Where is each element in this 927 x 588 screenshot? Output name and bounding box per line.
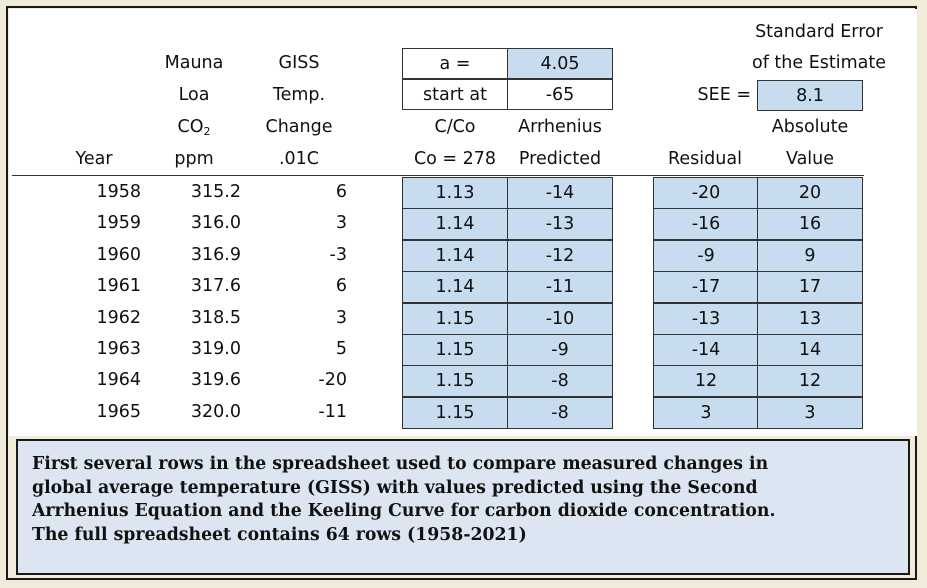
cell-absolute: 17 bbox=[757, 271, 863, 304]
header-cco-2: Co = 278 bbox=[413, 149, 497, 169]
cell-residual: -20 bbox=[653, 177, 759, 209]
header-co2-subscript: 2 bbox=[203, 125, 211, 138]
cell-residual: -16 bbox=[653, 208, 759, 241]
cell-residual: -17 bbox=[653, 271, 759, 304]
cell-cco: 1.15 bbox=[402, 365, 508, 398]
cell-year: 1963 bbox=[96, 339, 141, 359]
cell-residual: -9 bbox=[653, 239, 759, 272]
cell-giss: -3 bbox=[329, 244, 347, 265]
header-rule bbox=[12, 175, 864, 176]
cell-cco: 1.14 bbox=[402, 239, 508, 272]
cell-absolute: 3 bbox=[757, 396, 863, 429]
caption-line-4: The full spreadsheet contains 64 rows (1… bbox=[32, 524, 527, 545]
cell-predicted: -12 bbox=[507, 239, 613, 272]
cell-co2: 316.9 bbox=[190, 244, 241, 265]
cell-cco: 1.15 bbox=[402, 334, 508, 366]
param-start-label: start at bbox=[402, 79, 508, 110]
cell-predicted: -11 bbox=[507, 271, 613, 304]
cell-giss: 6 bbox=[335, 276, 347, 297]
cell-residual: -13 bbox=[653, 302, 759, 335]
header-mauna-4: ppm bbox=[174, 149, 214, 169]
header-co2-text: CO bbox=[177, 117, 204, 137]
param-a-value: 4.05 bbox=[507, 48, 613, 79]
caption-line-1: First several rows in the spreadsheet us… bbox=[32, 454, 769, 474]
header-see-title-2: of the Estimate bbox=[751, 53, 886, 73]
cell-co2: 320.0 bbox=[190, 401, 241, 422]
header-arrhenius-1: Arrhenius bbox=[518, 117, 602, 137]
cell-predicted: -8 bbox=[507, 396, 613, 429]
cell-predicted: -14 bbox=[507, 177, 613, 209]
caption-box: First several rows in the spreadsheet us… bbox=[16, 439, 910, 575]
cell-year: 1962 bbox=[96, 307, 141, 328]
cell-residual: 12 bbox=[653, 365, 759, 398]
cell-cco: 1.14 bbox=[402, 271, 508, 304]
caption-line-2: global average temperature (GISS) with v… bbox=[32, 477, 758, 498]
header-giss-3: Change bbox=[265, 117, 333, 137]
cell-co2: 319.6 bbox=[190, 370, 241, 391]
header-absolute-1: Absolute bbox=[771, 117, 849, 137]
header-mauna-1: Mauna bbox=[164, 53, 224, 73]
cell-giss: -20 bbox=[318, 370, 347, 391]
header-cco-1: C/Co bbox=[434, 117, 476, 137]
header-giss-2: Temp. bbox=[272, 85, 326, 105]
cell-co2: 316.0 bbox=[190, 213, 241, 234]
cell-residual: -14 bbox=[653, 334, 759, 366]
header-giss-1: GISS bbox=[278, 53, 320, 73]
cell-absolute: 13 bbox=[757, 302, 863, 335]
cell-year: 1959 bbox=[96, 213, 141, 234]
cell-cco: 1.15 bbox=[402, 396, 508, 429]
header-year: Year bbox=[75, 149, 113, 169]
spreadsheet: Mauna Loa CO2 ppm GISS Temp. Change .01C… bbox=[9, 9, 917, 436]
cell-giss: -11 bbox=[318, 401, 347, 422]
cell-giss: 3 bbox=[335, 213, 347, 234]
cell-year: 1960 bbox=[96, 244, 141, 265]
header-mauna-2: Loa bbox=[178, 85, 210, 105]
cell-giss: 6 bbox=[335, 182, 347, 202]
cell-co2: 319.0 bbox=[190, 339, 241, 359]
cell-cco: 1.13 bbox=[402, 177, 508, 209]
param-a-label: a = bbox=[402, 48, 508, 79]
cell-absolute: 12 bbox=[757, 365, 863, 398]
cell-giss: 5 bbox=[335, 339, 347, 359]
header-residual: Residual bbox=[668, 149, 742, 169]
cell-co2: 317.6 bbox=[190, 276, 241, 297]
header-see-title-1: Standard Error bbox=[755, 22, 883, 42]
cell-co2: 315.2 bbox=[190, 182, 241, 202]
cell-absolute: 14 bbox=[757, 334, 863, 366]
header-arrhenius-2: Predicted bbox=[518, 149, 602, 169]
caption-line-3: Arrhenius Equation and the Keeling Curve… bbox=[32, 501, 776, 521]
cell-residual: 3 bbox=[653, 396, 759, 429]
param-start-value: -65 bbox=[507, 79, 613, 110]
cell-absolute: 9 bbox=[757, 239, 863, 272]
param-see-label: SEE = bbox=[697, 85, 751, 105]
cell-cco: 1.15 bbox=[402, 302, 508, 335]
cell-giss: 3 bbox=[335, 307, 347, 328]
cell-predicted: -8 bbox=[507, 365, 613, 398]
cell-predicted: -13 bbox=[507, 208, 613, 241]
header-giss-4: .01C bbox=[278, 149, 320, 169]
cell-year: 1961 bbox=[96, 276, 141, 297]
cell-absolute: 16 bbox=[757, 208, 863, 241]
cell-cco: 1.14 bbox=[402, 208, 508, 241]
cell-year: 1964 bbox=[96, 370, 141, 391]
cell-year: 1958 bbox=[96, 182, 141, 202]
cell-co2: 318.5 bbox=[190, 307, 241, 328]
cell-predicted: -10 bbox=[507, 302, 613, 335]
header-absolute-2: Value bbox=[785, 149, 835, 169]
header-mauna-3: CO2 bbox=[159, 112, 229, 143]
cell-year: 1965 bbox=[96, 401, 141, 422]
cell-absolute: 20 bbox=[757, 177, 863, 209]
param-see-value: 8.1 bbox=[757, 80, 863, 111]
cell-predicted: -9 bbox=[507, 334, 613, 366]
